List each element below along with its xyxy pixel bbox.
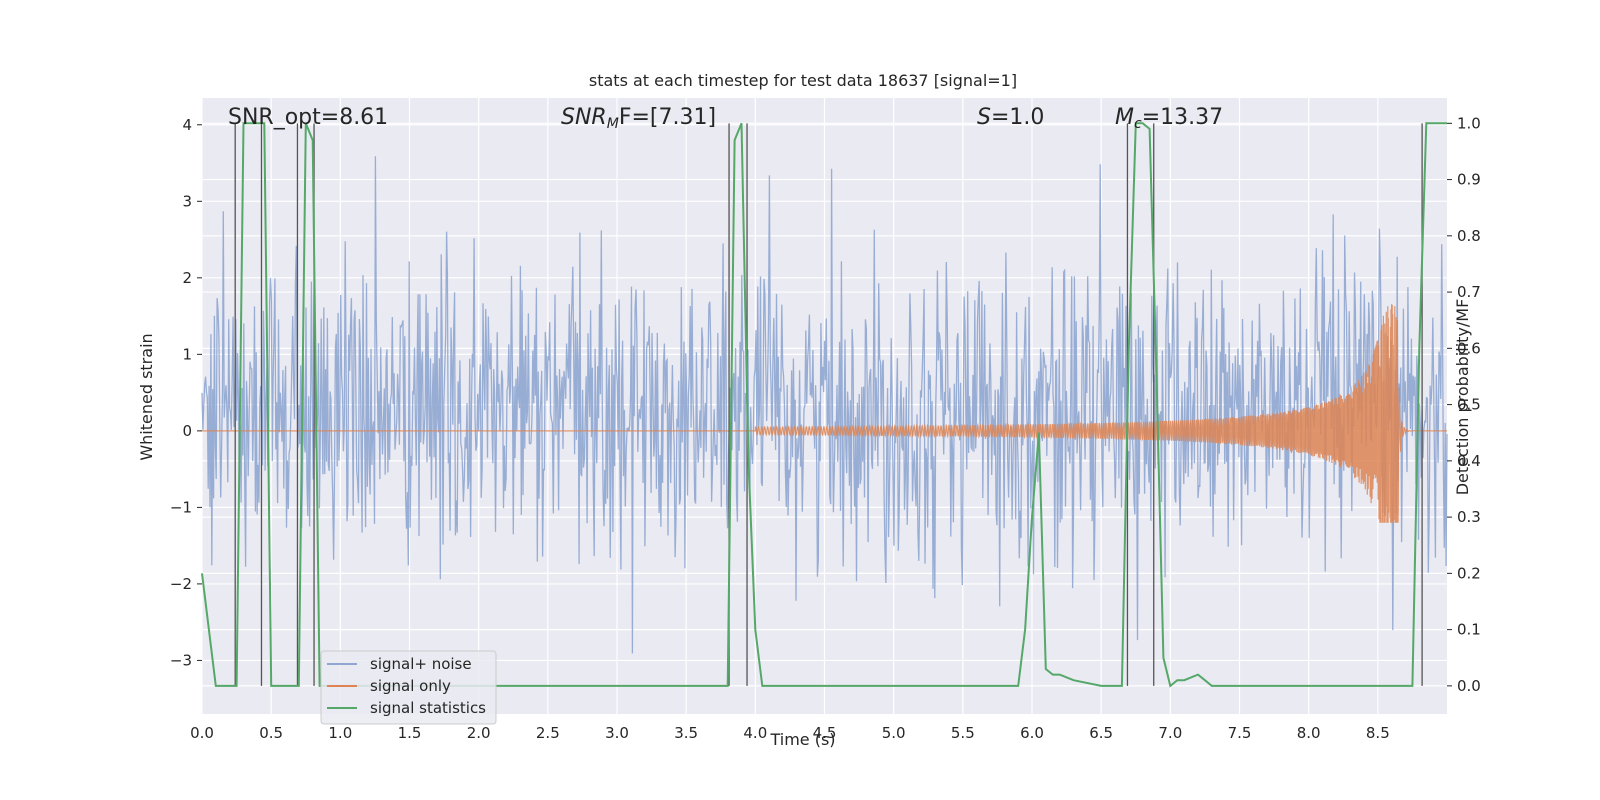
x-axis-label: Time (s) — [769, 730, 835, 749]
y-tick-label: 0 — [182, 422, 192, 440]
x-tick-label: 2.5 — [536, 724, 560, 742]
x-tick-label: 6.0 — [1020, 724, 1044, 742]
x-tick-label: 8.0 — [1297, 724, 1321, 742]
y2-tick-label: 0.8 — [1457, 227, 1481, 245]
x-tick-label: 6.5 — [1089, 724, 1113, 742]
legend-label-signal-statistics: signal statistics — [370, 699, 486, 717]
y-axis-ticks: −3 −2 −1 0 1 2 3 4 — [170, 116, 202, 669]
x-tick-label: 5.5 — [951, 724, 975, 742]
x-tick-label: 3.0 — [605, 724, 629, 742]
x-tick-label: 5.0 — [882, 724, 906, 742]
annotation-snr-opt: SNR_opt=8.61 — [228, 105, 388, 130]
y2-tick-label: 0.7 — [1457, 283, 1481, 301]
y2-tick-label: 0.5 — [1457, 396, 1481, 414]
signal-statistics-series — [201, 122, 1447, 688]
legend-box — [320, 650, 497, 725]
x-tick-label: 0.5 — [259, 724, 283, 742]
annotation-mc-subscript: c — [1134, 116, 1142, 132]
y-axis-label: Whitened strain — [137, 333, 156, 460]
legend-label-signal-only: signal only — [370, 677, 451, 695]
y-tick-label: −3 — [170, 651, 192, 669]
y-tick-label: −1 — [170, 498, 192, 516]
annotation-mc: Mc=13.37 — [1115, 105, 1223, 132]
y-tick-label: 1 — [182, 345, 192, 363]
plot-content — [201, 122, 1448, 688]
stats-line — [201, 122, 1447, 688]
annotation-snr-mf-symbol: SNR — [561, 105, 607, 130]
y2-tick-label: 0.2 — [1457, 564, 1481, 582]
x-tick-label: 3.5 — [674, 724, 698, 742]
x-tick-label: 1.0 — [328, 724, 352, 742]
y2-tick-label: 1.0 — [1457, 114, 1481, 132]
x-tick-label: 0.0 — [190, 724, 214, 742]
y-tick-label: 3 — [182, 192, 192, 210]
annotation-snr-mf-value: F=[7.31] — [619, 105, 716, 130]
x-tick-label: 7.0 — [1158, 724, 1182, 742]
annotation-snr-mf: SNRMF=[7.31] — [561, 105, 716, 132]
x-tick-label: 1.5 — [398, 724, 422, 742]
x-axis-ticks: 0.0 0.5 1.0 1.5 2.0 2.5 3.0 3.5 4.0 4.5 5.0 5.5 6.0 6… — [190, 724, 1390, 742]
y-tick-label: 4 — [182, 116, 192, 134]
noise-line — [201, 156, 1448, 654]
signal-noise-series — [201, 156, 1448, 654]
x-tick-label: 4.0 — [743, 724, 767, 742]
x-tick-label: 7.5 — [1228, 724, 1252, 742]
signal-line — [201, 304, 1448, 523]
y2-axis-ticks: 0.0 0.1 0.2 0.3 0.4 0.5 0.6 0.7 0.8 0.9 1.0 — [1447, 114, 1481, 695]
chart-title: stats at each timestep for test data 186… — [589, 71, 1017, 90]
y-tick-label: −2 — [170, 575, 192, 593]
y2-tick-label: 0.1 — [1457, 621, 1481, 639]
legend-label-signal-noise: signal+ noise — [370, 655, 472, 673]
x-tick-label: 4.5 — [813, 724, 837, 742]
y2-tick-label: 0.0 — [1457, 677, 1481, 695]
annotation-mc-value: =13.37 — [1142, 105, 1223, 130]
y-tick-label: 2 — [182, 269, 192, 287]
y2-tick-label: 0.3 — [1457, 508, 1481, 526]
legend: signal+ noise signal only signal statist… — [320, 650, 497, 725]
annotation-s-symbol: S — [977, 105, 991, 130]
y2-tick-label: 0.9 — [1457, 171, 1481, 189]
annotation-snr-mf-subscript: M — [607, 116, 619, 132]
y2-axis-label: Detection probability/MF — [1453, 299, 1472, 496]
y2-tick-label: 0.6 — [1457, 339, 1481, 357]
x-tick-label: 8.5 — [1366, 724, 1390, 742]
x-tick-label: 2.0 — [467, 724, 491, 742]
annotation-mc-symbol: M — [1115, 105, 1134, 130]
annotation-s-value: =1.0 — [991, 105, 1044, 130]
annotation-s: S=1.0 — [977, 105, 1044, 130]
signal-only-series — [201, 304, 1448, 523]
y2-tick-label: 0.4 — [1457, 452, 1481, 470]
